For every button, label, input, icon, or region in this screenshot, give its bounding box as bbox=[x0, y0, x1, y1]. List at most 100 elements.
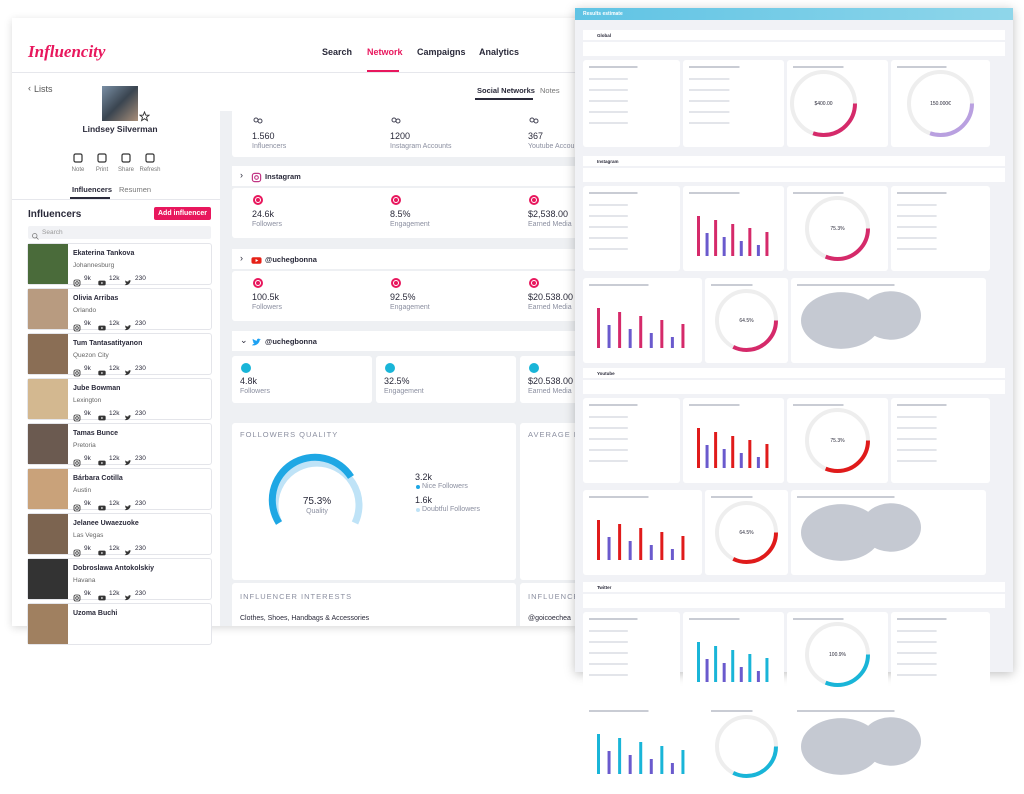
gauge-label: Quality bbox=[306, 508, 328, 515]
icon-part bbox=[628, 541, 632, 560]
overlay-section-header bbox=[583, 30, 1005, 40]
instagram-icon bbox=[73, 589, 81, 602]
icon-part bbox=[98, 370, 106, 376]
influencer-city: Las Vegas bbox=[73, 532, 104, 539]
chevron: › bbox=[240, 253, 243, 263]
icon-part bbox=[73, 504, 81, 512]
interest-item: Clothes, Shoes, Handbags & Accessories bbox=[240, 615, 370, 622]
stat-icon bbox=[528, 193, 540, 205]
search-icon bbox=[31, 228, 40, 240]
nav-item[interactable]: Search bbox=[322, 47, 353, 57]
influencer-name: Dobroslawa Antokolskiy bbox=[73, 565, 155, 572]
icon-part bbox=[589, 284, 649, 286]
card-title: FOLLOWERS QUALITY bbox=[240, 430, 339, 439]
instagram-count: 9k bbox=[84, 545, 91, 552]
icon-part bbox=[395, 118, 401, 124]
icon-part bbox=[73, 594, 81, 602]
influencer-name: Tamas Bunce bbox=[73, 430, 118, 437]
overlay-section-title: Global bbox=[597, 33, 612, 38]
icon-part bbox=[670, 763, 674, 774]
icon-part bbox=[714, 432, 718, 468]
icon-part bbox=[589, 674, 628, 676]
youtube-count: 12k bbox=[109, 365, 120, 372]
influencer-city: Orlando bbox=[73, 307, 97, 314]
overlay-widget bbox=[683, 612, 784, 697]
icon-part bbox=[391, 195, 401, 205]
stat-label: Engagement bbox=[390, 304, 430, 311]
icon-part bbox=[75, 551, 79, 555]
action-icon bbox=[72, 151, 84, 163]
gauge-value: $400.00 bbox=[814, 100, 833, 107]
icon-part bbox=[715, 289, 778, 352]
twitter-count: 230 bbox=[135, 275, 146, 282]
icon-part bbox=[805, 196, 870, 261]
action-icon bbox=[120, 151, 132, 163]
youtube-icon bbox=[98, 544, 106, 556]
action-button[interactable]: Note bbox=[71, 167, 85, 173]
sidebar-tab[interactable]: Influencers bbox=[72, 185, 113, 194]
action-button[interactable]: Print bbox=[95, 167, 109, 173]
results-panel: Results estimate Global $400.00 150.000€ Ins… bbox=[575, 8, 1013, 789]
icon-part bbox=[689, 66, 740, 124]
overlay-widget: $400.00 bbox=[787, 60, 888, 147]
icon-part bbox=[897, 438, 937, 440]
icon-part bbox=[722, 663, 726, 682]
icon-part bbox=[251, 338, 262, 346]
icon-part bbox=[251, 257, 262, 264]
content-tab[interactable]: Social Networks bbox=[477, 86, 535, 95]
action-button[interactable]: Share bbox=[117, 167, 134, 173]
content-tab[interactable]: Notes bbox=[540, 86, 560, 95]
icon-part bbox=[639, 528, 643, 560]
list-title: Influencers bbox=[28, 209, 82, 220]
section-icon bbox=[251, 335, 262, 346]
icon-part bbox=[739, 667, 743, 682]
overlay-section-header bbox=[583, 156, 1005, 166]
icon-part bbox=[748, 440, 752, 468]
icon-part bbox=[797, 496, 921, 561]
icon-part bbox=[251, 172, 262, 183]
sidebar-tab[interactable]: Resumen bbox=[119, 185, 152, 194]
icon-part bbox=[75, 326, 79, 330]
stats-card: 100.5k Followers 92.5% Engagement $20.538.00… bbox=[232, 271, 577, 321]
icon-part bbox=[97, 153, 107, 163]
influencer-name: Olivia Arribas bbox=[73, 295, 119, 302]
action-button[interactable]: Refresh bbox=[139, 167, 161, 173]
avatar bbox=[28, 604, 68, 644]
icon-part bbox=[589, 404, 638, 406]
influencer-name: Jelanee Uwaezuoke bbox=[73, 520, 139, 527]
icon-part bbox=[801, 504, 881, 561]
avatar bbox=[28, 334, 68, 374]
icon-part bbox=[124, 370, 132, 376]
icon-part bbox=[391, 278, 401, 288]
search-box[interactable] bbox=[28, 226, 211, 239]
icon-part bbox=[97, 153, 107, 163]
nav-item[interactable]: Campaigns bbox=[417, 47, 466, 57]
stat-value: 1.560 bbox=[252, 131, 275, 141]
stat-label: Engagement bbox=[384, 388, 424, 395]
avatar bbox=[28, 514, 68, 554]
icon-part bbox=[689, 404, 740, 406]
icon-part bbox=[73, 369, 81, 377]
nav-item[interactable]: Analytics bbox=[479, 47, 520, 57]
youtube-icon bbox=[98, 454, 106, 466]
icon-part bbox=[393, 280, 399, 286]
icon-part bbox=[607, 537, 611, 560]
back-link[interactable]: Lists bbox=[34, 84, 53, 94]
tab-bar bbox=[220, 73, 577, 111]
icon-part bbox=[589, 710, 685, 774]
icon-part bbox=[589, 427, 628, 429]
icon-part bbox=[98, 550, 106, 556]
youtube-count: 12k bbox=[109, 275, 120, 282]
stat-value: 4.8k bbox=[240, 376, 258, 386]
nav-item[interactable]: Network bbox=[367, 47, 403, 57]
icon-part bbox=[589, 404, 638, 462]
icon-part bbox=[251, 172, 262, 183]
logo: Influencity bbox=[28, 42, 106, 61]
icon-part bbox=[897, 460, 937, 462]
twitter-icon bbox=[124, 544, 132, 556]
icon-part bbox=[101, 326, 104, 330]
avatar bbox=[28, 559, 68, 599]
icon-part bbox=[124, 370, 132, 376]
icon-part bbox=[805, 622, 870, 687]
add-button[interactable]: Add influencer bbox=[154, 207, 211, 220]
